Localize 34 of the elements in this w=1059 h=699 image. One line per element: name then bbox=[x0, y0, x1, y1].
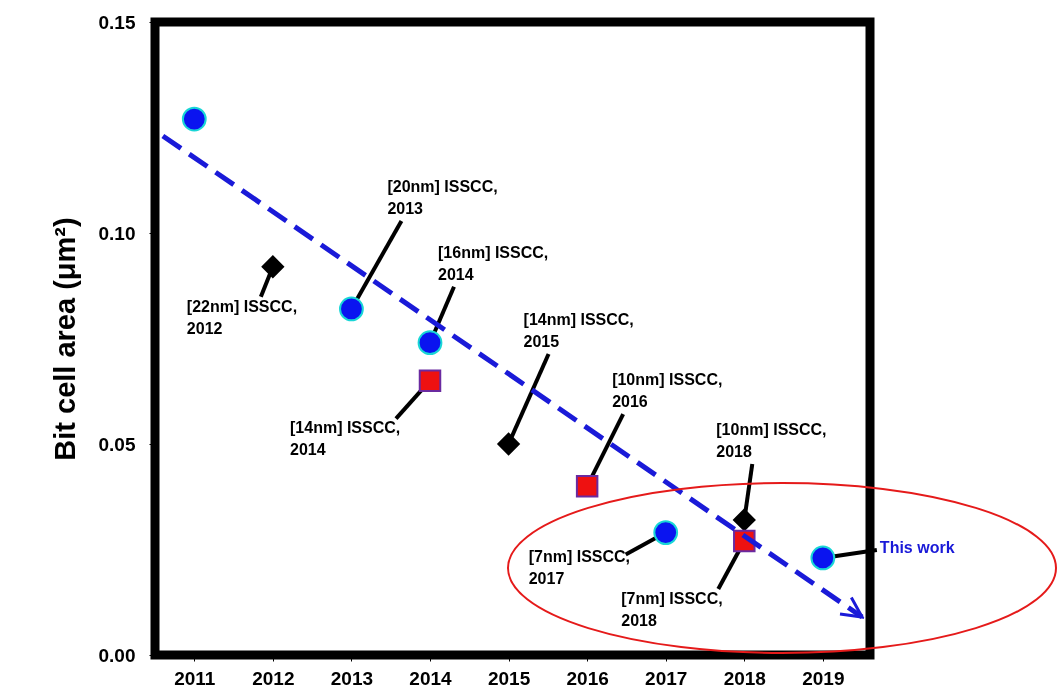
y-tick-label: 0.10 bbox=[98, 222, 136, 244]
annotation: [14nm] ISSCC, 2015 bbox=[523, 311, 634, 350]
x-tick-label: 2018 bbox=[723, 667, 766, 689]
y-tick-label: 0.00 bbox=[98, 644, 136, 666]
y-tick-label: 0.05 bbox=[98, 433, 136, 455]
point bbox=[417, 330, 443, 356]
point bbox=[653, 520, 679, 545]
y-axis-title: Bit cell area (μm²) bbox=[48, 217, 81, 461]
x-tick-label: 2017 bbox=[645, 667, 688, 689]
x-tick-label: 2011 bbox=[174, 667, 216, 689]
x-tick-label: 2016 bbox=[566, 667, 609, 689]
annotation: [22nm] ISSCC, 2012 bbox=[186, 297, 298, 337]
x-tick-label: 2013 bbox=[330, 667, 374, 689]
annotation: [16nm] ISSCC, 2014 bbox=[438, 243, 549, 283]
annotation: [10nm] ISSCC, 2018 bbox=[716, 420, 827, 460]
annotation: [10nm] ISSCC, 2016 bbox=[612, 371, 723, 411]
annotation: [7nm] ISSCC, 2018 bbox=[621, 590, 723, 630]
x-tick-label: 2014 bbox=[409, 667, 453, 689]
point bbox=[339, 296, 364, 322]
annotation: [7nm] ISSCC, 2017 bbox=[528, 547, 631, 587]
point bbox=[575, 474, 599, 498]
point bbox=[810, 545, 836, 571]
y-tick-label: 0.15 bbox=[98, 11, 136, 33]
point bbox=[733, 508, 756, 532]
x-tick-label: 2015 bbox=[487, 667, 531, 689]
point bbox=[261, 255, 285, 279]
point bbox=[418, 369, 442, 392]
annotation: [20nm] ISSCC, 2013 bbox=[387, 177, 498, 217]
annotation: [14nm] ISSCC, 2014 bbox=[290, 418, 401, 458]
point bbox=[181, 106, 207, 132]
annotation: This work bbox=[879, 538, 955, 556]
x-tick-label: 2019 bbox=[802, 667, 845, 689]
point bbox=[497, 432, 520, 456]
x-tick-label: 2012 bbox=[252, 667, 295, 689]
